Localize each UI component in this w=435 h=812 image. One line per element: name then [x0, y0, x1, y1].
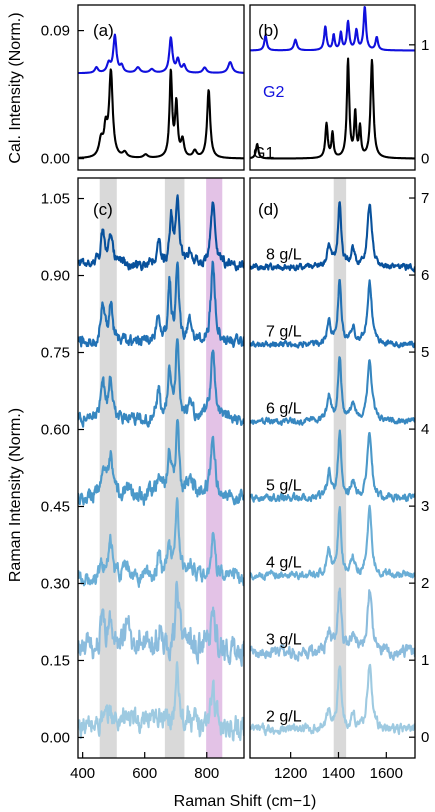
panel-d-ytick-label-4: 4 — [421, 421, 429, 438]
panel-d: 0 1 2 3 4 5 6 7 1200 1400 1600 (d) 2 g/L 3 g/L 4 g/L… — [249, 177, 429, 782]
panel-c-xtick-label-1: 600 — [132, 765, 157, 782]
panel-d-series-7-g-l — [250, 278, 415, 349]
panel-c-ytick-label-3: 0.45 — [41, 498, 70, 515]
panel-d-conc-label-5: 7 g/L — [266, 323, 302, 340]
panel-a: 0.000.09 (a) G2 G1 — [41, 4, 245, 171]
panel-c-ytick-label-7: 1.05 — [41, 191, 70, 208]
panel-d-ytick-label-7: 7 — [421, 190, 429, 207]
panel-b: 01 (b) G2 G1 — [249, 4, 429, 171]
panel-d-ticks: 0 1 2 3 4 5 6 7 1200 1400 1600 — [274, 190, 429, 782]
panel-c-series-5-g-l — [78, 418, 244, 506]
panel-a-ytick-label-1: 0.09 — [41, 23, 70, 40]
panel-c-series-8-g-l — [78, 194, 244, 272]
panel-d-concentration-labels: 2 g/L 3 g/L 4 g/L 5 g/L 6 g/L 7 g/L 8 g/L — [266, 246, 302, 725]
panel-c-label: (c) — [93, 200, 113, 219]
panel-c-series-7-g-l — [78, 260, 244, 348]
panel-b-series-g1-label: G1 — [253, 145, 274, 162]
panel-c-ytick-label-0: 0.00 — [41, 729, 70, 746]
panel-b-ytick-label-0: 0 — [421, 151, 429, 168]
panel-c-traces — [78, 194, 244, 742]
panel-c-xtick-label-0: 400 — [70, 765, 95, 782]
panel-a-frame — [77, 4, 245, 171]
panel-c-ytick-label-5: 0.75 — [41, 345, 70, 362]
panel-b-frame — [249, 4, 416, 171]
panel-d-series-8-g-l — [250, 201, 415, 273]
panel-d-ytick-label-5: 5 — [421, 344, 429, 361]
panel-c-ytick-label-6: 0.90 — [41, 268, 70, 285]
panel-d-ytick-label-1: 1 — [421, 652, 429, 669]
panel-c-series-2-g-l — [78, 661, 244, 742]
panel-d-label: (d) — [258, 200, 279, 219]
panel-a-series-g2 — [78, 33, 244, 75]
panel-d-series-2-g-l — [250, 663, 415, 737]
panel-a-series-g1 — [78, 68, 244, 160]
panel-d-traces — [250, 201, 415, 737]
panel-c-ticks: 0.00 0.15 0.30 0.45 0.60 0.75 0.90 1.05 400 600 80… — [41, 191, 219, 782]
panel-d-ytick-label-6: 6 — [421, 267, 429, 284]
panel-d-series-3-g-l — [250, 587, 415, 662]
panel-a-traces — [78, 33, 244, 160]
panel-c-band-2 — [206, 178, 223, 758]
panel-c: 0.00 0.15 0.30 0.45 0.60 0.75 0.90 1.05 400 600 80… — [41, 177, 245, 782]
panel-d-conc-label-1: 3 g/L — [266, 631, 302, 648]
panel-d-frame — [249, 177, 416, 759]
panel-b-series-g2 — [250, 5, 415, 52]
y-axis-title-bottom: Raman Intensity (Norm.) — [7, 408, 24, 582]
panel-d-conc-label-4: 6 g/L — [266, 400, 302, 417]
panel-b-series-g2-label: G2 — [263, 84, 284, 101]
panel-a-ytick-label-0: 0.00 — [41, 151, 70, 168]
panel-b-traces — [250, 5, 415, 160]
panel-c-ytick-label-2: 0.30 — [41, 575, 70, 592]
panel-d-series-6-g-l — [250, 356, 415, 426]
panel-d-xtick-label-1: 1400 — [322, 765, 355, 782]
panel-c-series-4-g-l — [78, 497, 244, 588]
panel-d-conc-label-6: 8 g/L — [266, 246, 302, 263]
panel-d-conc-label-3: 5 g/L — [266, 477, 302, 494]
panel-c-xtick-label-2: 800 — [194, 765, 219, 782]
panel-b-series-g1 — [250, 57, 415, 160]
panel-d-ytick-label-0: 0 — [421, 729, 429, 746]
panel-b-ytick-label-1: 1 — [421, 37, 429, 54]
panel-c-ytick-label-1: 0.15 — [41, 652, 70, 669]
panel-d-series-4-g-l — [250, 504, 415, 581]
panel-c-frame — [77, 177, 245, 759]
panel-d-xtick-label-2: 1600 — [370, 765, 403, 782]
panel-a-ticks: 0.00 0.09 — [41, 23, 84, 168]
panel-c-series-6-g-l — [78, 338, 244, 428]
panel-d-xtick-label-0: 1200 — [274, 765, 307, 782]
panel-a-label: (a) — [93, 21, 114, 40]
panel-d-ytick-label-3: 3 — [421, 498, 429, 515]
panel-b-ticks: 01 — [409, 37, 429, 168]
y-axis-title-top: Cal. Intensity (Norm.) — [7, 12, 24, 163]
panel-d-ytick-label-2: 2 — [421, 575, 429, 592]
panel-c-ytick-label-4: 0.60 — [41, 422, 70, 439]
panel-d-conc-label-2: 4 g/L — [266, 554, 302, 571]
x-axis-title: Raman Shift (cm−1) — [174, 793, 317, 810]
panel-c-series-3-g-l — [78, 580, 244, 667]
panel-b-label: (b) — [258, 21, 279, 40]
panel-d-series-5-g-l — [250, 429, 415, 503]
panel-d-conc-label-0: 2 g/L — [266, 709, 302, 726]
